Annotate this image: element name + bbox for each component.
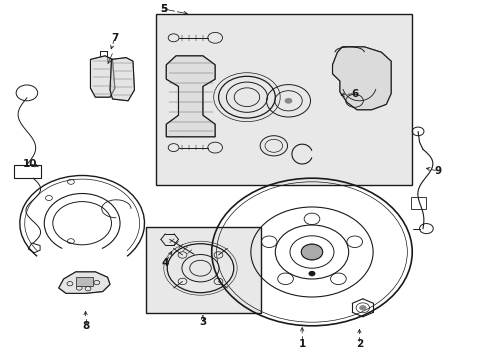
- Bar: [14, 165, 41, 178]
- Polygon shape: [110, 58, 134, 101]
- Polygon shape: [166, 56, 215, 137]
- Bar: [76, 277, 93, 286]
- Bar: [145, 227, 260, 313]
- Text: 6: 6: [350, 89, 357, 99]
- Text: 7: 7: [111, 33, 119, 43]
- Text: 3: 3: [199, 317, 206, 327]
- Circle shape: [284, 98, 292, 104]
- Polygon shape: [59, 272, 110, 293]
- Circle shape: [308, 271, 314, 276]
- Bar: [410, 197, 426, 209]
- Polygon shape: [90, 56, 115, 97]
- Polygon shape: [332, 47, 390, 110]
- Text: 5: 5: [160, 4, 167, 14]
- Text: 8: 8: [82, 321, 89, 331]
- Text: 1: 1: [298, 339, 305, 349]
- Circle shape: [358, 305, 366, 310]
- Circle shape: [301, 244, 322, 260]
- Text: 4: 4: [161, 258, 169, 268]
- Text: 10: 10: [23, 159, 38, 169]
- Text: 2: 2: [355, 339, 362, 349]
- Text: 5: 5: [160, 4, 167, 14]
- Bar: [155, 14, 411, 185]
- Text: 9: 9: [433, 166, 440, 176]
